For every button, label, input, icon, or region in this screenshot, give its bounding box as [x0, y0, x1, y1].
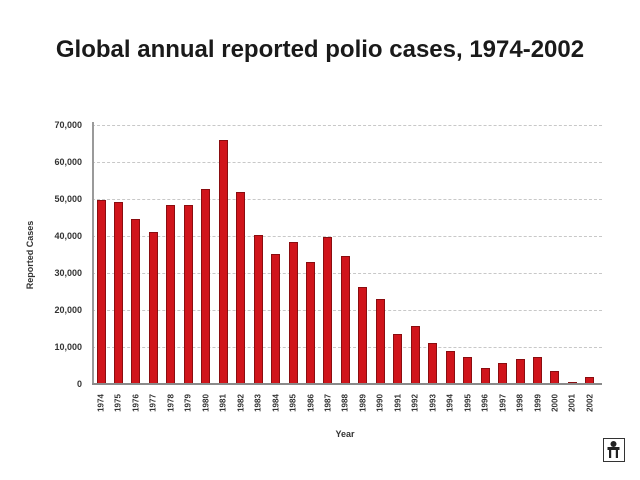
bar-1985	[288, 241, 298, 384]
x-tick-label: 1978	[166, 394, 176, 412]
x-tick-label: 2002	[585, 394, 595, 412]
y-tick-label: 30,000	[54, 268, 82, 278]
bar-1987	[323, 236, 333, 384]
bar-1998	[515, 359, 525, 384]
y-axis-line	[92, 122, 94, 385]
bar-1986	[306, 261, 316, 384]
bar-1997	[498, 363, 508, 384]
y-tick-label: 70,000	[54, 120, 82, 130]
x-tick-label: 1986	[306, 394, 316, 412]
bar-1982	[236, 192, 246, 384]
chart-title: Global annual reported polio cases, 1974…	[55, 36, 585, 63]
y-tick-label: 10,000	[54, 342, 82, 352]
bar-1996	[480, 368, 490, 384]
x-tick-label: 1990	[375, 394, 385, 412]
x-tick-label: 1992	[410, 394, 420, 412]
gridline	[92, 125, 602, 126]
bar-1978	[166, 205, 176, 384]
x-tick-label: 1982	[236, 394, 246, 412]
plot-area	[92, 125, 602, 384]
x-tick-label: 1983	[253, 394, 263, 412]
bar-1989	[358, 287, 368, 384]
x-tick-label: 2000	[550, 394, 560, 412]
bar-1977	[148, 231, 158, 384]
bar-1990	[375, 298, 385, 384]
bar-1991	[393, 334, 403, 384]
x-tick-label: 1988	[340, 394, 350, 412]
bar-2000	[550, 371, 560, 384]
bar-1979	[183, 205, 193, 384]
x-tick-label: 1984	[271, 394, 281, 412]
bar-1984	[271, 253, 281, 384]
x-tick-label: 1997	[498, 394, 508, 412]
bar-1994	[445, 350, 455, 384]
x-tick-label: 2001	[567, 394, 577, 412]
x-tick-label: 1977	[148, 394, 158, 412]
bar-1980	[201, 189, 211, 384]
x-tick-label: 1981	[218, 394, 228, 412]
y-tick-label: 60,000	[54, 157, 82, 167]
gridline	[92, 162, 602, 163]
x-tick-label: 1991	[393, 394, 403, 412]
y-tick-label: 50,000	[54, 194, 82, 204]
bar-1974	[96, 200, 106, 384]
bar-1983	[253, 235, 263, 384]
x-axis-line	[92, 383, 602, 385]
gridline	[92, 236, 602, 237]
x-tick-label: 1996	[480, 394, 490, 412]
bar-1975	[113, 201, 123, 384]
x-tick-label: 1998	[515, 394, 525, 412]
x-tick-label: 1974	[96, 394, 106, 412]
y-tick-label: 40,000	[54, 231, 82, 241]
bar-1976	[131, 218, 141, 384]
bar-2002	[585, 376, 595, 384]
y-tick-label: 0	[76, 379, 82, 389]
x-tick-label: 1993	[428, 394, 438, 412]
x-tick-label: 1985	[288, 394, 298, 412]
x-tick-label: 1999	[533, 394, 542, 412]
bar-1981	[218, 140, 228, 384]
bar-1988	[340, 255, 350, 384]
bar-1995	[463, 356, 473, 384]
x-tick-label: 1980	[201, 394, 211, 412]
x-tick-label: 1976	[131, 394, 141, 412]
x-tick-label: 1995	[463, 394, 473, 412]
x-tick-label: 1987	[323, 394, 333, 412]
bar-1993	[428, 343, 438, 384]
bar-1999	[533, 356, 542, 384]
x-axis-label: Year	[335, 429, 355, 439]
gridline	[92, 199, 602, 200]
x-tick-label: 1979	[183, 394, 193, 412]
who-logo-icon	[603, 438, 625, 462]
bar-1992	[410, 325, 420, 384]
y-tick-label: 20,000	[54, 305, 82, 315]
x-tick-label: 1975	[113, 394, 123, 412]
x-tick-label: 1994	[445, 394, 455, 412]
x-tick-label: 1989	[358, 394, 368, 412]
